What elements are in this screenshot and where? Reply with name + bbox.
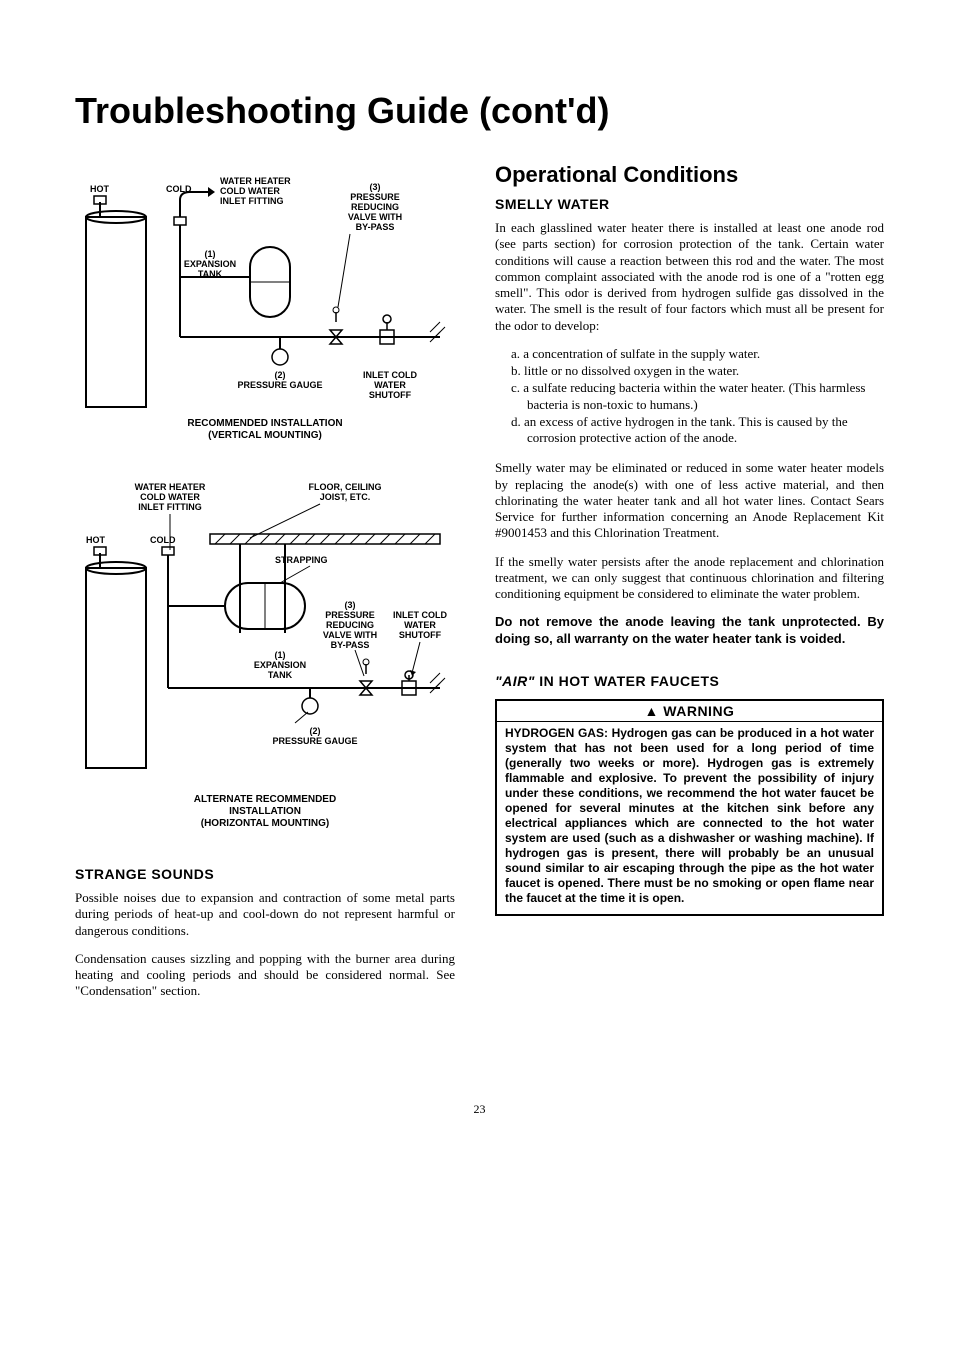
strange-sounds-heading: STRANGE SOUNDS xyxy=(75,866,455,882)
d2-exp-tank: (1)EXPANSIONTANK xyxy=(254,650,306,680)
smelly-p2: Smelly water may be eliminated or reduce… xyxy=(495,460,884,541)
page-number: 23 xyxy=(75,1102,884,1117)
smelly-list-d: d. an excess of active hydrogen in the t… xyxy=(511,414,884,447)
d1-inlet-cold: INLET COLDWATERSHUTOFF xyxy=(363,370,417,400)
d1-wh-inlet: WATER HEATERCOLD WATERINLET FITTING xyxy=(220,176,291,206)
strange-sounds-p2: Condensation causes sizzling and popping… xyxy=(75,951,455,1000)
strange-sounds-p1: Possible noises due to expansion and con… xyxy=(75,890,455,939)
smelly-list-b: b. little or no dissolved oxygen in the … xyxy=(511,363,884,379)
warning-body: HYDROGEN GAS: Hydrogen gas can be produc… xyxy=(497,722,882,914)
d2-gauge: (2)PRESSURE GAUGE xyxy=(272,726,357,746)
d2-floor: FLOOR, CEILINGJOIST, ETC. xyxy=(309,482,382,502)
d1-caption: RECOMMENDED INSTALLATION(VERTICAL MOUNTI… xyxy=(75,418,455,442)
two-column-layout: HOT COLD WATER HEATERCOLD WATERINLET FIT… xyxy=(75,162,884,1012)
smelly-water-heading: SMELLY WATER xyxy=(495,196,884,212)
d1-exp-tank: (1)EXPANSIONTANK xyxy=(184,249,236,279)
d2-cold: COLD xyxy=(150,535,176,545)
operational-conditions-heading: Operational Conditions xyxy=(495,162,884,188)
d2-prv: (3)PRESSUREREDUCINGVALVE WITHBY-PASS xyxy=(323,600,377,650)
left-column: HOT COLD WATER HEATERCOLD WATERINLET FIT… xyxy=(75,162,455,1012)
warning-box: ▲ WARNING HYDROGEN GAS: Hydrogen gas can… xyxy=(495,699,884,916)
d2-strapping: STRAPPING xyxy=(275,555,328,565)
page-title: Troubleshooting Guide (cont'd) xyxy=(75,90,884,132)
smelly-p3: If the smelly water persists after the a… xyxy=(495,554,884,603)
diagram-vertical-mounting: HOT COLD WATER HEATERCOLD WATERINLET FIT… xyxy=(75,162,455,442)
d1-gauge: (2)PRESSURE GAUGE xyxy=(237,370,322,390)
diagram1-svg: HOT COLD WATER HEATERCOLD WATERINLET FIT… xyxy=(80,162,450,412)
diagram2-svg: WATER HEATERCOLD WATERINLET FITTING FLOO… xyxy=(80,478,450,788)
d1-cold-label: COLD xyxy=(166,184,192,194)
d2-wh-inlet: WATER HEATERCOLD WATERINLET FITTING xyxy=(135,482,206,512)
right-column: Operational Conditions SMELLY WATER In e… xyxy=(495,162,884,1012)
d1-prv: (3)PRESSUREREDUCINGVALVE WITHBY-PASS xyxy=(348,182,402,232)
smelly-list: a. a concentration of sulfate in the sup… xyxy=(511,346,884,447)
air-heading: "AIR" IN HOT WATER FAUCETS xyxy=(495,673,884,689)
d1-hot-label: HOT xyxy=(90,184,110,194)
smelly-p4: Do not remove the anode leaving the tank… xyxy=(495,614,884,647)
diagram-horizontal-mounting: WATER HEATERCOLD WATERINLET FITTING FLOO… xyxy=(75,478,455,830)
smelly-p1: In each glasslined water heater there is… xyxy=(495,220,884,334)
d2-inlet-cold: INLET COLDWATERSHUTOFF xyxy=(393,610,447,640)
smelly-list-a: a. a concentration of sulfate in the sup… xyxy=(511,346,884,362)
d2-hot: HOT xyxy=(86,535,106,545)
d2-caption: ALTERNATE RECOMMENDEDINSTALLATION(HORIZO… xyxy=(75,794,455,830)
warning-heading: ▲ WARNING xyxy=(497,701,882,722)
smelly-list-c: c. a sulfate reducing bacteria within th… xyxy=(511,380,884,413)
